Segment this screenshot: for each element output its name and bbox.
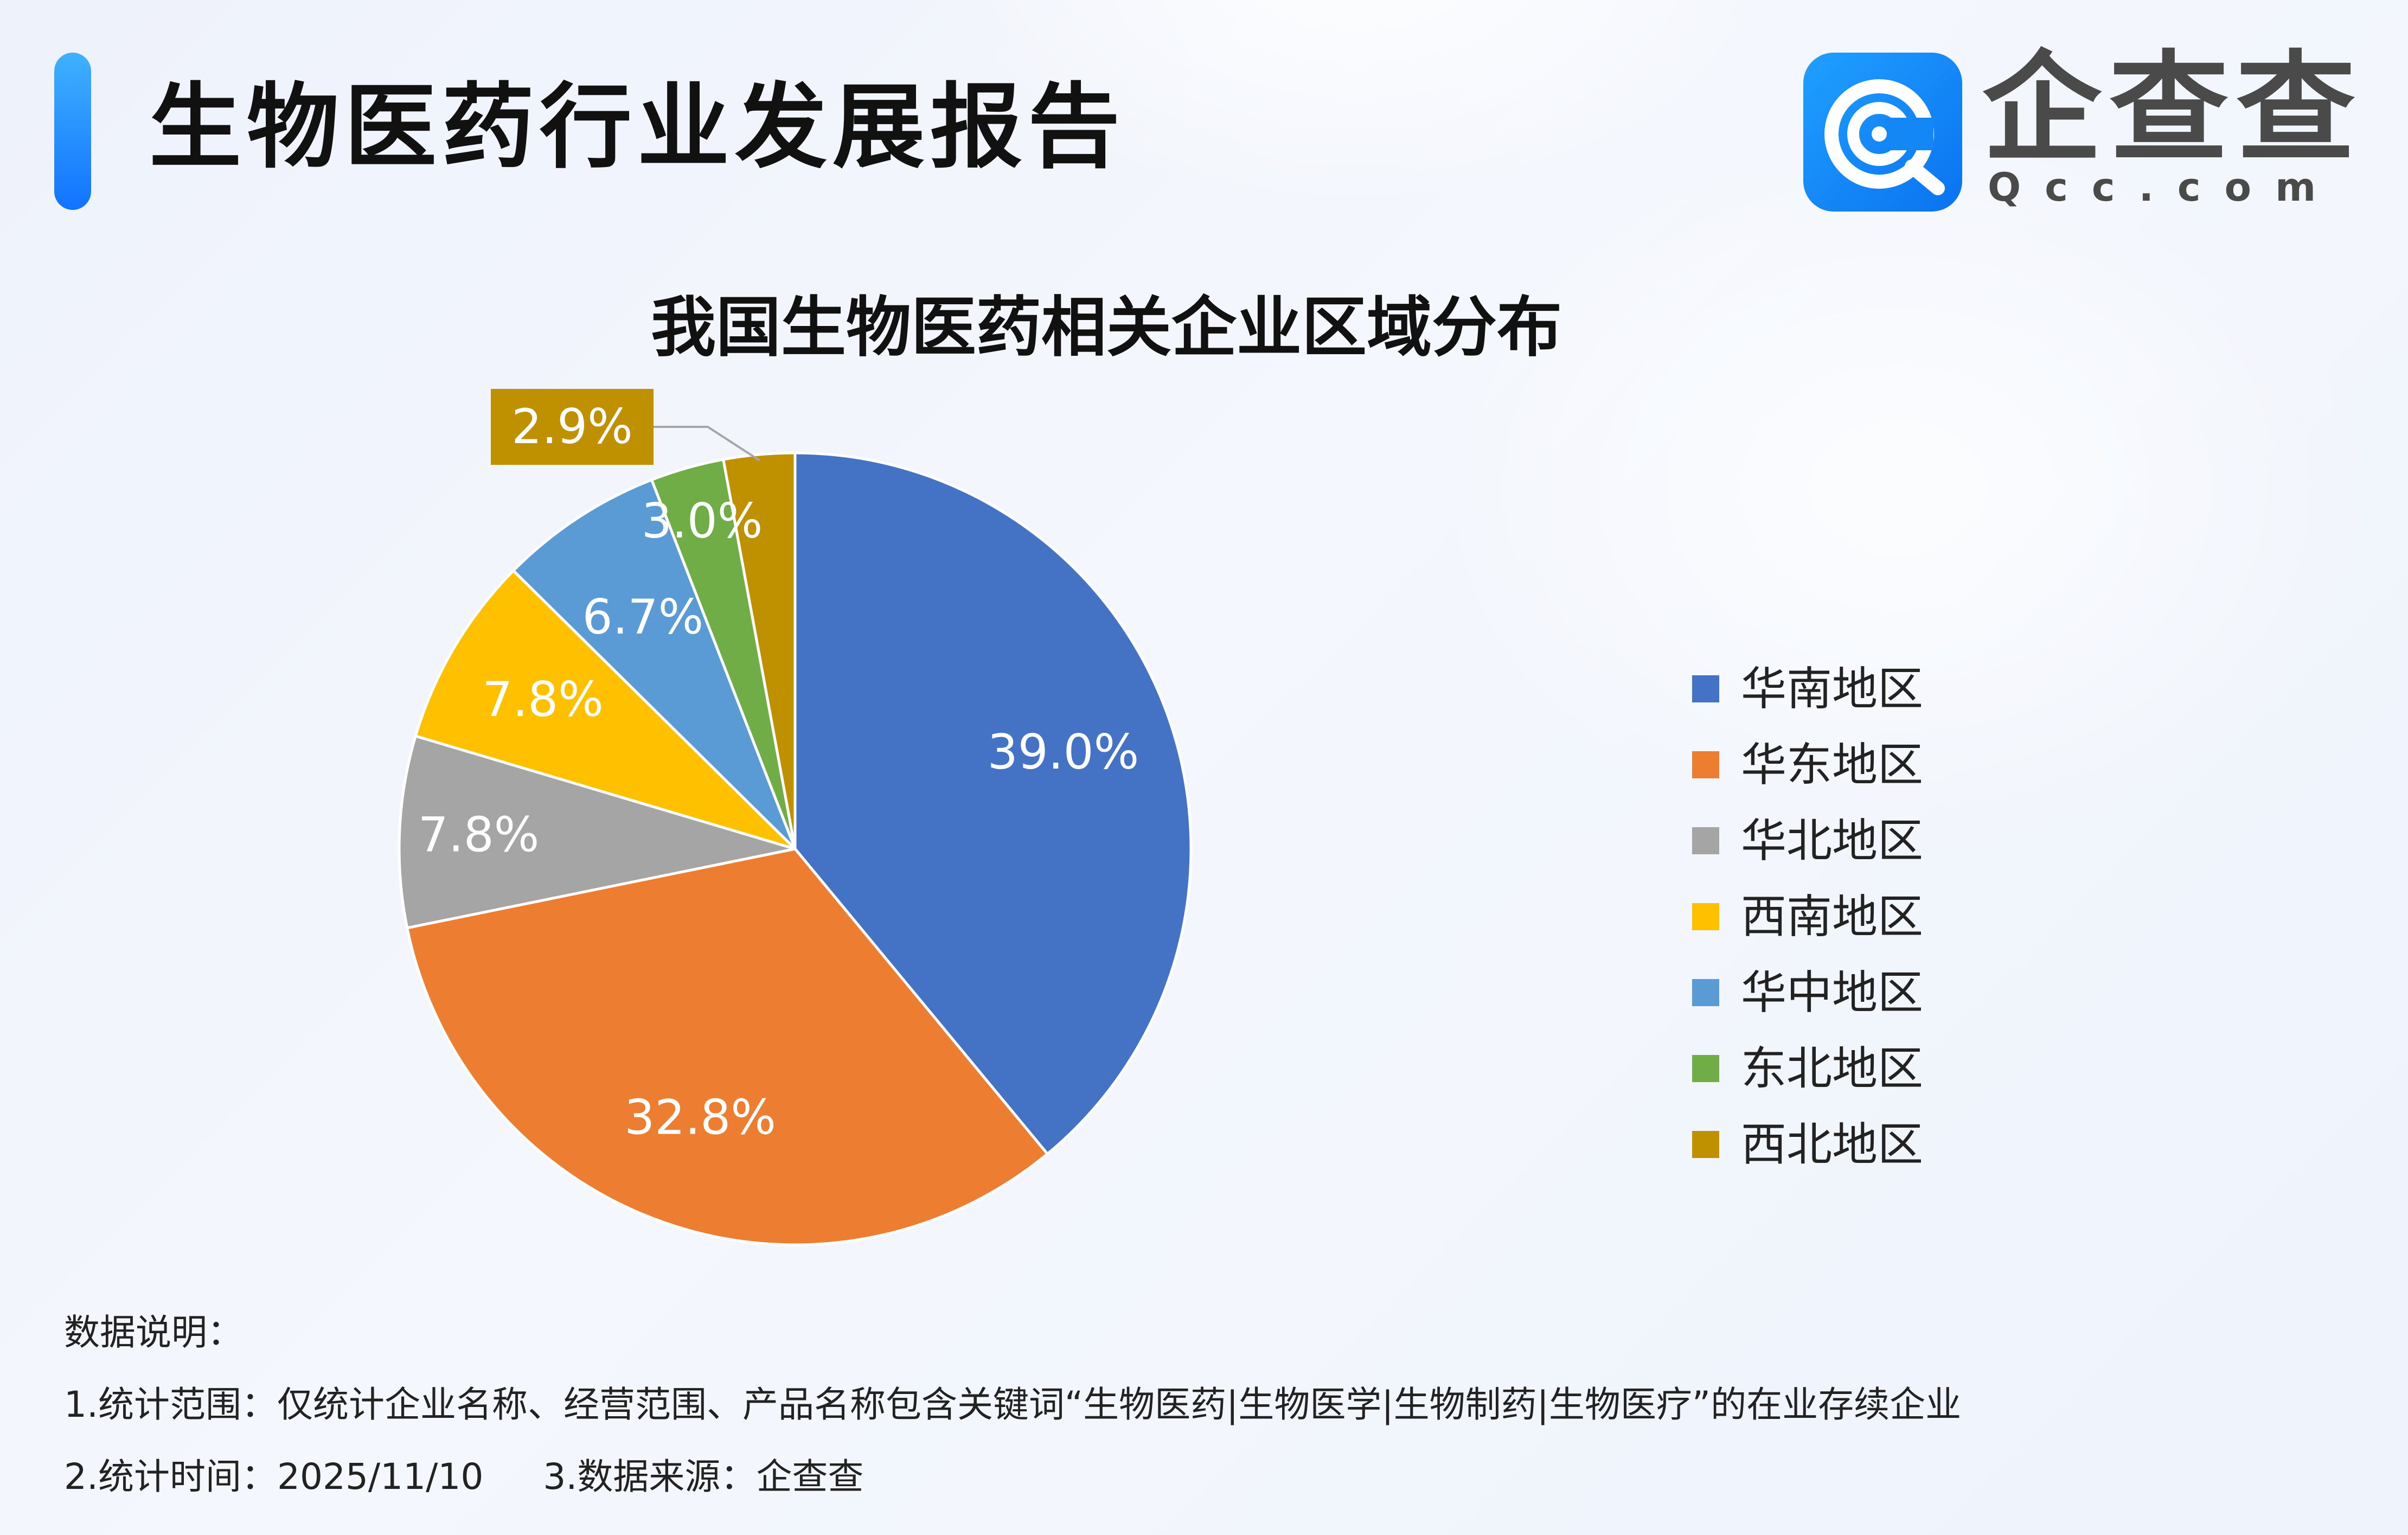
notes-source: 3.数据来源：企查查 [543,1456,864,1498]
legend-label: 华南地区 [1741,662,1924,715]
legend-item: 华北地区 [1692,803,1923,879]
report-title: 生物医药行业发展报告 [149,74,1126,181]
pie-slice-3 [398,734,796,930]
legend-label: 西北地区 [1741,1118,1924,1171]
legend-label: 西南地区 [1741,890,1924,943]
pie-data-label: 7.8% [418,807,540,862]
pie-data-label: 32.8% [624,1090,776,1146]
legend-label: 东北地区 [1741,1042,1924,1095]
pie-slice-4 [414,568,796,850]
legend-swatch [1692,1055,1719,1082]
pie-slice-1 [793,451,1193,1156]
legend-item: 西北地区 [1692,1107,1923,1182]
callout-leader-line [654,426,760,462]
legend-label: 华东地区 [1741,738,1924,791]
legend-swatch [1692,1131,1719,1158]
legend-label: 华中地区 [1741,966,1924,1019]
pie-slice-2 [405,847,1049,1246]
legend-swatch [1692,903,1719,930]
pie-slice-7 [721,451,797,849]
legend-item: 华东地区 [1692,727,1923,803]
legend-swatch [1692,979,1719,1006]
notes-time: 2.统计时间：2025/11/10 [64,1456,484,1498]
logo-domain: Qcc.com [1988,164,2340,210]
pie-data-label: 2.9% [511,399,633,455]
legend-item: 华中地区 [1692,955,1923,1031]
background-glow [1410,108,2386,868]
chart-legend: 华南地区华东地区华北地区西南地区华中地区东北地区西北地区 [1692,651,1923,1182]
data-notes: 数据说明： 1.统计范围：仅统计企业名称、经营范围、产品名称包含关键词“生物医药… [64,1296,1961,1513]
qcc-logo-icon [1803,53,1962,212]
legend-item: 西南地区 [1692,879,1923,955]
legend-item: 东北地区 [1692,1031,1923,1107]
notes-heading: 数据说明： [64,1312,243,1353]
chart-title: 我国生物医药相关企业区域分布 [651,290,1562,366]
pie-data-label: 7.8% [482,671,604,727]
callout-box [491,389,654,465]
pie-data-label: 39.0% [988,724,1139,780]
notes-time-source: 2.统计时间：2025/11/10 3.数据来源：企查查 [64,1441,1961,1513]
legend-swatch [1692,827,1719,854]
legend-item: 华南地区 [1692,651,1923,727]
title-accent-bar [54,53,91,210]
logo-wordmark: 企查查 [1982,39,2364,178]
pie-slice-5 [511,478,797,850]
legend-swatch [1692,751,1719,778]
notes-scope: 1.统计范围：仅统计企业名称、经营范围、产品名称包含关键词“生物医药|生物医学|… [64,1384,1962,1425]
pie-data-label: 6.7% [582,589,704,645]
legend-swatch [1692,675,1719,702]
pie-data-label: 3.0% [642,493,763,549]
legend-label: 华北地区 [1741,814,1924,867]
